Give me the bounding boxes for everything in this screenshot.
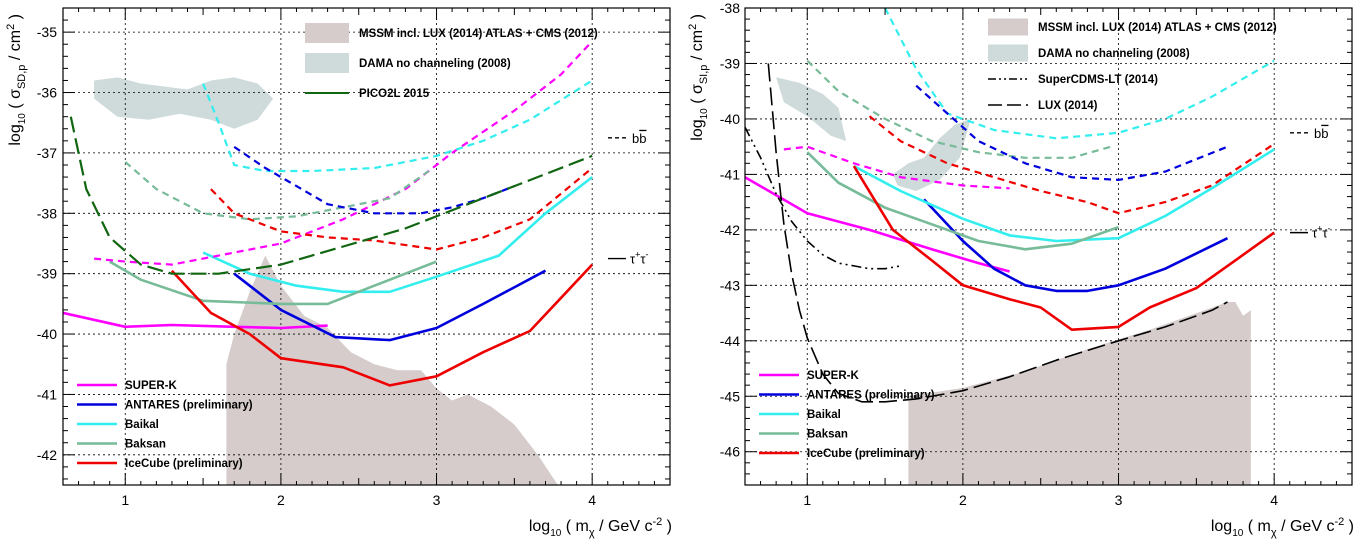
- series-line-antares-b-b: [915, 84, 1228, 181]
- y-tick-label: -40: [37, 326, 57, 342]
- x-tick-label: 1: [803, 492, 811, 508]
- x-axis-title: log10 ( mχ / GeV c-2 ): [1211, 516, 1354, 539]
- plot-frame: [62, 7, 671, 486]
- y-tick-label: -41: [720, 166, 740, 182]
- series-line-baikal: [202, 176, 593, 294]
- x-tick-label: 3: [433, 492, 441, 508]
- x-tick-label: 2: [277, 492, 285, 508]
- top-legend-label-1: DAMA no channeling (2008): [359, 58, 511, 70]
- chart-panel-spin-independent: 1 2 3 4 -46 -45 -44 -43 -42 -41 -40 -39 -38 log10 ( m…: [687, 0, 1354, 539]
- series-line-lux-2014: [767, 63, 1228, 403]
- y-tick-label: -37: [37, 145, 57, 161]
- plot-area: [745, 8, 1352, 485]
- y-tick-label: -43: [720, 277, 740, 293]
- series-line-icecube-preliminary: [170, 263, 594, 387]
- series-line-antares-preliminary: [923, 198, 1229, 293]
- series-line-baksan: [806, 151, 1119, 251]
- plot-frame: [744, 7, 1353, 486]
- top-legend-label-2: SuperCDMS-LT (2014): [1038, 74, 1158, 86]
- legend-label-superk: SUPER-K: [807, 370, 859, 382]
- top-legend-swatch-mssm: [305, 23, 349, 43]
- top-legend-label-1: DAMA no channeling (2008): [1038, 48, 1190, 60]
- channel-bb-label: bb: [1314, 126, 1328, 141]
- y-axis-title: log10 ( σSD,p / cm2 ): [5, 14, 28, 146]
- legend-label-superk: SUPER-K: [125, 380, 177, 392]
- top-legend-label-0: MSSM incl. LUX (2014) ATLAS + CMS (2012): [359, 28, 598, 40]
- series-line-baksan-b-b: [806, 59, 1112, 159]
- y-tick-label: -40: [720, 111, 740, 127]
- series-line-icecube-b-b: [210, 167, 593, 251]
- x-tick-label: 4: [588, 492, 596, 508]
- x-tick-label: 4: [1270, 492, 1278, 508]
- series-line-icecube-preliminary: [852, 165, 1275, 331]
- plot-area: [63, 8, 670, 485]
- x-tick-label: 3: [1115, 492, 1123, 508]
- y-axis-title: log10 ( σSI,p / cm2 ): [687, 14, 710, 141]
- legend-label-icecube: IceCube (preliminary): [807, 448, 925, 460]
- legend-label-antares: ANTARES (preliminary): [807, 390, 935, 402]
- series-line-super-k: [745, 176, 1010, 273]
- top-legend-swatch-mssm: [988, 18, 1028, 36]
- series-line-super-k-b-b: [783, 145, 1010, 190]
- top-legend-label-2: PICO2L 2015: [359, 88, 430, 100]
- top-legend-label-0: MSSM incl. LUX (2014) ATLAS + CMS (2012): [1038, 22, 1277, 34]
- region-dama-1: [776, 77, 847, 142]
- region-mssm-0: [226, 255, 558, 485]
- channel-bb-label: bb: [632, 131, 646, 146]
- legend-label-baksan: Baksan: [125, 439, 166, 451]
- y-tick-label: -42: [37, 447, 57, 463]
- chart-panel-spin-dependent: 1 2 3 4 -42 -41 -40 -39 -38 -37 -36 -35 log10 ( mχ /…: [5, 7, 672, 539]
- legend-label-antares: ANTARES (preliminary): [125, 400, 253, 412]
- y-tick-label: -38: [37, 205, 57, 221]
- series-line-baikal-b-b: [202, 79, 593, 173]
- series-line-baikal: [853, 148, 1275, 243]
- legend-label-icecube: IceCube (preliminary): [125, 458, 243, 470]
- series-line-supercdms-lt-2014: [745, 126, 901, 270]
- channel-tautau-label: τ+τ-: [1312, 224, 1331, 241]
- series-line-pico2l-2015: [69, 116, 593, 275]
- x-tick-label: 2: [959, 492, 967, 508]
- legend-label-baikal: Baikal: [807, 409, 841, 421]
- y-tick-label: -39: [37, 266, 57, 282]
- y-tick-label: -46: [720, 444, 740, 460]
- y-tick-label: -41: [37, 386, 57, 402]
- y-tick-label: -39: [720, 55, 740, 71]
- series-line-baksan-b-b: [124, 161, 430, 221]
- series-line-icecube-b-b: [868, 115, 1275, 215]
- series-line-baikal-b-b: [884, 8, 1275, 140]
- series-line-super-k-b-b: [93, 40, 594, 266]
- y-tick-label: -45: [720, 388, 740, 404]
- y-tick-label: -38: [720, 0, 740, 16]
- x-tick-label: 1: [121, 492, 129, 508]
- series-line-baksan: [109, 260, 437, 306]
- y-tick-label: -42: [720, 222, 740, 238]
- region-mssm-0: [908, 302, 1251, 485]
- y-tick-label: -35: [37, 24, 57, 40]
- top-legend-swatch-dama: [305, 53, 349, 73]
- legend-label-baksan: Baksan: [807, 429, 848, 441]
- region-dama-1: [94, 77, 274, 129]
- series-line-antares-preliminary: [233, 269, 547, 342]
- series-line-super-k: [63, 311, 328, 330]
- y-tick-label: -44: [720, 333, 740, 349]
- top-legend-swatch-dama: [988, 44, 1028, 62]
- channel-tautau-label: τ+τ-: [630, 250, 649, 267]
- top-legend-label-3: LUX (2014): [1038, 100, 1098, 112]
- legend-label-baikal: Baikal: [125, 419, 159, 431]
- y-tick-label: -36: [37, 85, 57, 101]
- x-axis-title: log10 ( mχ / GeV c-2 ): [529, 516, 672, 539]
